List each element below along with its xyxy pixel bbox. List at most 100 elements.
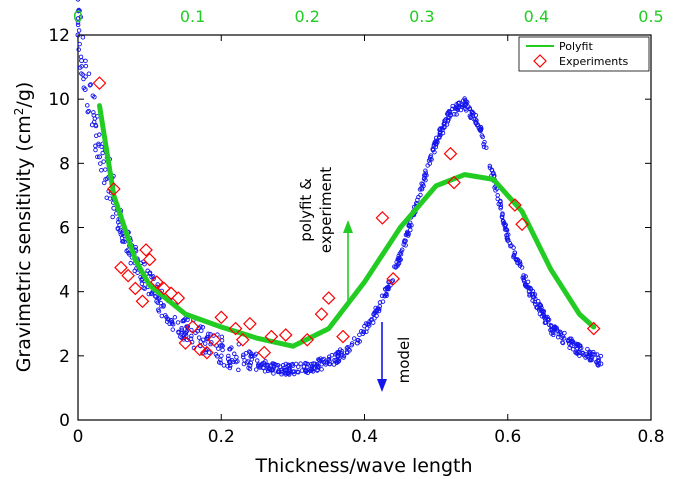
model-point — [458, 107, 464, 113]
model-point — [83, 74, 88, 79]
model-point — [305, 361, 310, 367]
model-point — [484, 145, 489, 150]
model-point — [195, 328, 200, 334]
model-point — [407, 223, 412, 229]
x-axis: 0 0.2 0.4 0.6 0.8 — [73, 35, 665, 447]
model-point — [94, 133, 99, 139]
model-point — [86, 71, 92, 76]
top-tick-label: 0.3 — [409, 7, 434, 26]
model-point — [515, 257, 521, 263]
x-tick-label: 0.8 — [637, 427, 664, 447]
model-point — [405, 229, 410, 235]
model-point — [128, 260, 133, 266]
experiment-point — [447, 175, 461, 190]
experiment-point — [386, 271, 400, 286]
model-point — [427, 161, 433, 166]
y-tick-label: 8 — [59, 154, 70, 174]
model-point — [569, 336, 574, 341]
model-point — [352, 336, 357, 341]
model-point — [426, 158, 432, 163]
experiment-point — [139, 243, 153, 257]
model-point — [362, 323, 367, 329]
model-point — [598, 361, 604, 367]
experiment-point — [300, 332, 315, 347]
experiment-point — [121, 268, 135, 283]
model-point — [75, 22, 81, 28]
model-point — [498, 199, 503, 205]
model-point — [560, 340, 565, 345]
model-point — [99, 168, 104, 173]
model-point — [83, 63, 89, 69]
model-point — [253, 351, 259, 357]
model-point — [589, 357, 594, 363]
model-point — [235, 359, 240, 364]
model-point — [156, 309, 162, 314]
model-point — [508, 243, 513, 249]
model-point — [256, 362, 262, 367]
experiment-point — [235, 332, 250, 347]
model-point — [380, 299, 386, 304]
model-point — [550, 330, 556, 336]
experiment-point — [164, 286, 178, 301]
experiment-point — [171, 291, 186, 305]
y-tick-label: 2 — [59, 347, 70, 367]
model-point — [499, 214, 505, 220]
model-point — [247, 362, 253, 368]
model-point — [283, 361, 289, 367]
model-point — [503, 226, 509, 232]
x-tick-label: 0 — [73, 427, 84, 447]
model-point — [377, 304, 382, 309]
model-point — [87, 83, 93, 88]
annotation-model-text: model — [395, 337, 413, 384]
model-point — [183, 316, 188, 322]
polyfit-series — [97, 103, 597, 349]
top-tick-label: 0.5 — [638, 7, 663, 26]
model-point — [336, 351, 341, 356]
model-point — [227, 346, 232, 352]
model-point — [86, 108, 91, 114]
model-point — [289, 362, 294, 367]
experiment-point — [586, 321, 601, 336]
model-point — [118, 232, 124, 237]
experiment-point — [243, 316, 257, 331]
model-point — [141, 285, 146, 290]
model-point — [347, 348, 352, 353]
model-point — [202, 341, 208, 346]
model-point — [151, 276, 156, 282]
model-point — [487, 163, 493, 169]
x-tick-label: 0.2 — [208, 427, 235, 447]
experiment-point — [336, 329, 350, 344]
model-point — [333, 358, 339, 364]
model-point — [442, 122, 447, 127]
model-point — [337, 347, 343, 352]
model-point — [220, 343, 225, 349]
top-tick-label: 0.1 — [180, 7, 205, 26]
model-point — [155, 282, 160, 287]
model-point — [498, 204, 504, 209]
model-point — [282, 367, 287, 373]
model-point — [543, 317, 548, 322]
model-point — [323, 362, 328, 367]
model-point — [463, 99, 469, 104]
x-axis-label: Thickness/wave length — [254, 455, 472, 477]
polyfit-line — [97, 103, 597, 349]
model-point — [587, 351, 593, 356]
model-point — [386, 284, 391, 290]
model-point — [126, 250, 131, 256]
model-point — [76, 47, 81, 52]
model-point — [462, 98, 468, 103]
model-point — [397, 257, 403, 263]
model-point — [75, 20, 81, 25]
model-point — [505, 237, 511, 243]
model-point — [462, 103, 468, 109]
model-point — [526, 289, 532, 295]
model-point — [503, 222, 508, 228]
model-point — [476, 125, 482, 131]
model-point — [576, 350, 582, 356]
model-point — [478, 128, 483, 133]
model-point — [218, 360, 224, 366]
y-tick-label: 0 — [59, 411, 70, 431]
model-point — [225, 356, 231, 362]
model-point — [504, 227, 510, 233]
experiment-point — [178, 336, 193, 350]
